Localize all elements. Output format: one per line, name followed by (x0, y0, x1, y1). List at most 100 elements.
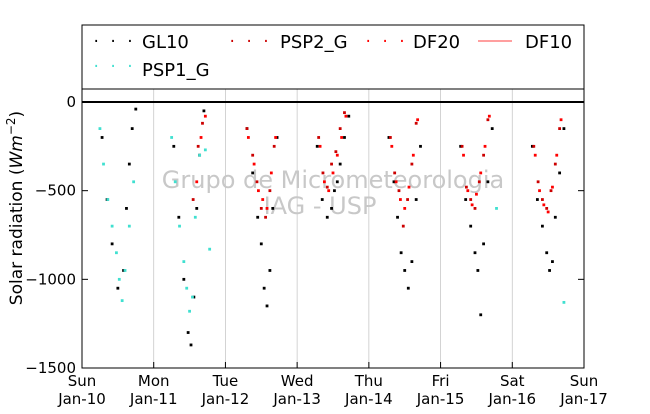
point-psp2g (473, 207, 477, 210)
point-df20 (394, 180, 398, 184)
point-df20 (551, 185, 554, 189)
watermark-line-1: Grupo de Micrometeorologia (162, 166, 504, 194)
point-gl10 (256, 215, 260, 219)
point-psp2g (536, 180, 540, 184)
point-df20 (399, 198, 402, 201)
point-psp1g (185, 286, 189, 290)
point-psp2g (549, 189, 553, 193)
point-gl10 (535, 198, 539, 201)
point-gl10 (548, 269, 551, 272)
point-gl10 (275, 136, 279, 139)
point-gl10 (268, 269, 272, 272)
point-df20 (390, 144, 394, 148)
legend-label-df20: DF20 (413, 32, 460, 53)
points-layer (98, 107, 566, 347)
point-df20 (487, 114, 491, 118)
point-df20 (546, 210, 550, 214)
y-tick-label: 0 (66, 93, 76, 111)
point-psp2g (325, 185, 329, 189)
point-df20 (559, 118, 563, 122)
point-df20 (257, 189, 260, 193)
point-gl10 (333, 189, 336, 193)
point-psp2g (558, 127, 562, 130)
x-tick-weekday: Tue (212, 372, 239, 390)
legend-marker-gl10: · · · (92, 34, 134, 50)
point-df20 (403, 207, 407, 210)
x-tick-date: Jan-12 (201, 390, 250, 408)
point-df20 (327, 189, 331, 193)
x-tick-weekday: Fri (432, 372, 450, 390)
point-psp1g (208, 247, 212, 251)
x-tick-date: Jan-13 (272, 390, 321, 408)
point-gl10 (473, 251, 477, 255)
point-psp2g (486, 118, 490, 122)
point-df20 (203, 114, 207, 118)
point-gl10 (410, 260, 414, 263)
point-psp1g (98, 127, 102, 130)
point-psp2g (321, 171, 325, 175)
point-df20 (462, 153, 465, 157)
point-gl10 (202, 109, 206, 113)
point-psp2g (338, 127, 342, 130)
point-gl10 (347, 114, 351, 118)
point-gl10 (406, 286, 410, 290)
point-df20 (483, 144, 487, 148)
plot-frame (81, 88, 585, 369)
point-gl10 (387, 136, 391, 139)
point-gl10 (172, 144, 176, 148)
plot-area: Grupo de Micrometeorologia IAG - USP 0 −5… (25, 88, 608, 408)
legend-marker-df20: · · · (364, 34, 406, 50)
point-psp2g (477, 180, 481, 184)
point-psp2g (251, 153, 255, 157)
point-gl10 (459, 144, 463, 148)
point-df20 (407, 185, 411, 189)
legend-frame (81, 24, 585, 90)
y-ticks: 0 −500 −1000 −1500 (25, 93, 584, 377)
y-tick-label: −1500 (25, 359, 76, 377)
point-gl10 (464, 198, 468, 201)
point-gl10 (482, 242, 485, 246)
legend-item-df20: · · · DF20 (364, 32, 460, 53)
point-psp2g (343, 111, 346, 115)
point-gl10 (562, 127, 566, 130)
point-psp1g (123, 269, 127, 272)
point-gl10 (403, 269, 407, 272)
point-psp1g (120, 299, 124, 303)
point-psp2g (245, 127, 249, 130)
point-gl10 (338, 162, 342, 166)
point-gl10 (335, 180, 339, 184)
point-df20 (318, 144, 322, 148)
y-tick-label: −1000 (25, 270, 76, 288)
point-psp1g (203, 148, 207, 152)
point-df20 (466, 189, 470, 193)
point-psp2g (545, 207, 549, 210)
point-gl10 (419, 144, 422, 148)
point-gl10 (479, 313, 483, 317)
point-psp1g (495, 207, 498, 210)
point-gl10 (541, 224, 544, 228)
point-psp1g (562, 300, 566, 304)
point-gl10 (116, 286, 120, 290)
y-tick-label: −500 (35, 182, 76, 200)
point-psp2g (553, 162, 557, 166)
point-gl10 (186, 331, 190, 334)
watermark-line-2: IAG - USP (264, 192, 377, 220)
point-gl10 (271, 207, 275, 210)
point-gl10 (469, 224, 473, 228)
point-gl10 (325, 215, 329, 219)
point-gl10 (476, 269, 480, 272)
x-tick-date: Jan-11 (129, 390, 178, 408)
point-df20 (340, 136, 344, 139)
point-psp1g (173, 180, 177, 184)
x-tick-date: Jan-14 (344, 390, 393, 408)
x-tick-weekday: Sun (570, 372, 599, 390)
point-psp2g (460, 144, 464, 148)
point-psp2g (330, 162, 333, 166)
point-gl10 (320, 198, 324, 201)
legend: · · · GL10 · · · PSP2_G · · · DF20 DF10 … (92, 32, 572, 81)
point-gl10 (177, 215, 181, 219)
point-psp1g (198, 153, 202, 157)
legend-label-gl10: GL10 (142, 32, 189, 53)
x-tick-weekday: Sun (68, 372, 97, 390)
point-psp1g (170, 136, 174, 139)
